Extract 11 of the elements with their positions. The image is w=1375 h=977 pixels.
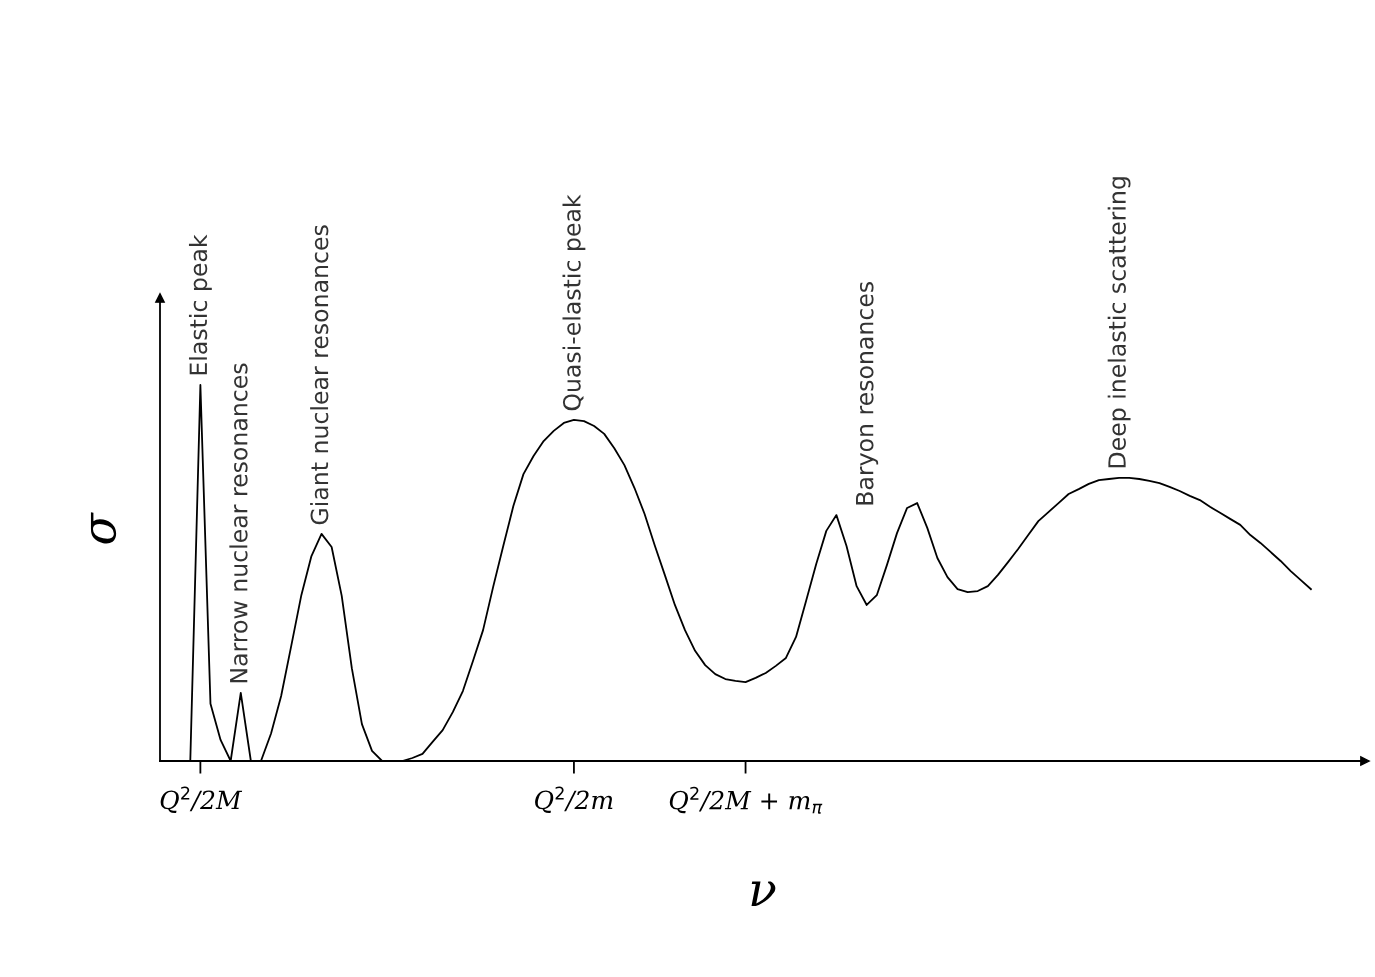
x-tick-label: Q$^{2}$/2M (160, 786, 243, 813)
annotation: Narrow nuclear resonances (229, 363, 248, 683)
x-tick-label: Q$^{2}$/2M + m$_{π}$ (669, 786, 823, 814)
annotation: Giant nuclear resonances (310, 225, 329, 525)
annotation: Deep inelastic scattering (1107, 177, 1131, 468)
y-axis-title: σ (90, 512, 117, 544)
text: Elastic peak (188, 234, 212, 375)
annotation: Quasi-elastic peak (562, 194, 586, 411)
x-axis-title: ν (751, 881, 776, 907)
annotation: Baryon resonances (856, 282, 879, 505)
x-tick-label: Q$^{2}$/2m (535, 786, 613, 813)
